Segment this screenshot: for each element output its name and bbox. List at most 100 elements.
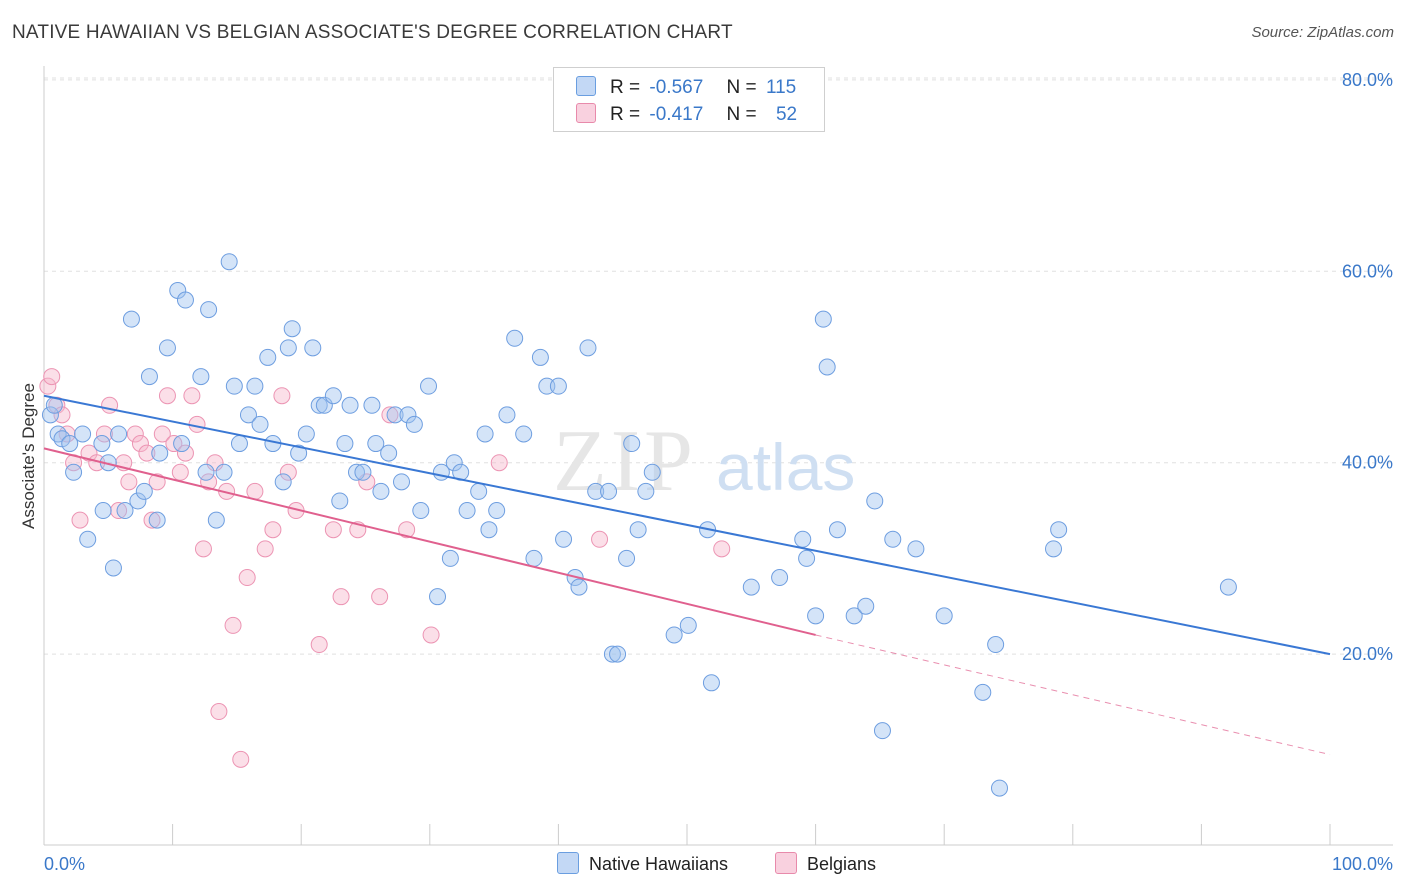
belgian-point [256,540,274,558]
native-hawaiian-point [1045,540,1063,558]
native-hawaiian-point [93,435,111,453]
belgian-point [120,473,138,491]
native-hawaiian-point [814,310,832,328]
native-hawaiian-point [215,463,233,481]
native-hawaiian-point [290,444,308,462]
belgian-point [131,435,149,453]
native-hawaiian-point [907,540,925,558]
belgian-point [126,425,144,443]
native-hawaiian-point [341,396,359,414]
native-hawaiian-point [173,435,191,453]
legend-r-label: R = [610,77,641,98]
axes [43,66,1393,846]
native-hawaiian-point [549,377,567,395]
native-hawaiian-point [116,502,134,520]
legend-r-value: -0.417 [649,104,704,125]
native-hawaiian-point [354,463,372,481]
belgian-point [176,444,194,462]
belgian-point [324,521,342,539]
legend-n-value: 115 [765,77,797,98]
native-hawaiian-points [41,253,1237,797]
y-axis-label: Associate's Degree [19,383,38,529]
native-hawaiian-point [399,406,417,424]
native-hawaiian-point [148,511,166,529]
native-hawaiian-point [857,597,875,615]
native-hawaiian-point [197,463,215,481]
native-hawaiian-point [798,549,816,567]
native-hawaiian-point [974,683,992,701]
native-hawaiian-point [200,301,218,319]
native-hawaiian-point [336,435,354,453]
native-hawaiian-point [987,636,1005,654]
native-hawaiian-point [158,339,176,357]
watermark-zip: ZIP [553,413,697,510]
belgian-point [138,444,156,462]
native-hawaiian-point [990,779,1008,797]
watermark: ZIP atlas [553,413,855,510]
native-hawaiian-point [570,578,588,596]
native-hawaiian-point [623,435,641,453]
belgian-point [158,387,176,405]
native-hawaiian-point [239,406,257,424]
belgian-point [183,387,201,405]
chart-title: NATIVE HAWAIIAN VS BELGIAN ASSOCIATE'S D… [12,22,733,43]
belgian-point [273,387,291,405]
native-hawaiian-point [702,674,720,692]
native-hawaiian-point [151,444,169,462]
native-hawaiian-point [110,425,128,443]
legend-swatch-pink [576,103,596,123]
native-hawaiian-point [310,396,328,414]
native-hawaiian-point [480,521,498,539]
native-hawaiian-point [828,521,846,539]
native-hawaiian-point [304,339,322,357]
native-hawaiian-point [347,463,365,481]
bottom-legend-label: Belgians [807,854,877,874]
belgian-point [110,502,128,520]
native-hawaiian-point [104,559,122,577]
native-hawaiian-point [61,435,79,453]
bottom-legend-swatch-blue [557,852,579,874]
native-hawaiian-point [386,406,404,424]
belgian-point [232,750,250,768]
legend-row-belgians: R = -0.417 N = 52 [576,103,797,127]
belgian-point [224,616,242,634]
native-hawaiian-point [367,435,385,453]
native-hawaiian-point [884,530,902,548]
native-hawaiian-point [441,549,459,567]
y-tick-labels: 20.0% 40.0% 60.0% 80.0% [1342,70,1393,664]
native-hawaiian-point [225,377,243,395]
native-hawaiian-point [538,377,556,395]
native-hawaiian-point [274,473,292,491]
native-hawaiian-point [1219,578,1237,596]
legend-r-value: -0.567 [649,77,704,98]
native-hawaiian-point [279,339,297,357]
native-hawaiian-point [251,415,269,433]
y-tick-label: 60.0% [1342,261,1393,281]
native-hawaiian-point [429,588,447,606]
bottom-legend-native-hawaiians: Native Hawaiians [557,852,728,875]
native-hawaiian-point [609,645,627,663]
belgian-point [171,463,189,481]
belgian-trendline [43,447,816,636]
native-hawaiian-point [94,502,112,520]
native-hawaiian-trendline [43,394,1331,656]
native-hawaiian-point [498,406,516,424]
native-hawaiian-point [458,502,476,520]
belgian-point [71,511,89,529]
belgian-point [210,703,228,721]
belgian-point [381,406,399,424]
native-hawaiian-point [207,511,225,529]
y-tick-label: 20.0% [1342,644,1393,664]
belgian-point [490,454,508,472]
native-hawaiian-point [283,320,301,338]
native-hawaiian-point [405,415,423,433]
native-hawaiian-point [41,406,59,424]
legend-n-label: N = [726,104,757,125]
belgian-point [332,588,350,606]
native-hawaiian-point [818,358,836,376]
native-hawaiian-point [297,425,315,443]
source-label: Source: ZipAtlas.com [1251,24,1394,41]
native-hawaiian-point [515,425,533,443]
belgian-point [279,463,297,481]
